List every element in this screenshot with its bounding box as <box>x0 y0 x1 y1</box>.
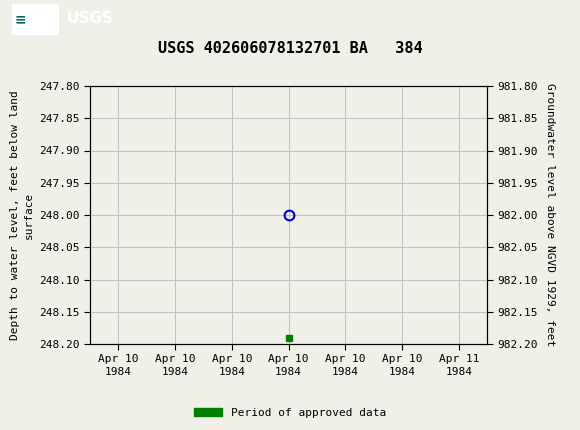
Legend: Period of approved data: Period of approved data <box>190 403 390 422</box>
Y-axis label: Depth to water level, feet below land
surface: Depth to water level, feet below land su… <box>10 90 34 340</box>
Text: ≡: ≡ <box>14 12 26 26</box>
Y-axis label: Groundwater level above NGVD 1929, feet: Groundwater level above NGVD 1929, feet <box>545 83 555 347</box>
Text: USGS: USGS <box>67 12 114 26</box>
FancyBboxPatch shape <box>12 4 58 34</box>
Text: USGS 402606078132701 BA   384: USGS 402606078132701 BA 384 <box>158 41 422 56</box>
